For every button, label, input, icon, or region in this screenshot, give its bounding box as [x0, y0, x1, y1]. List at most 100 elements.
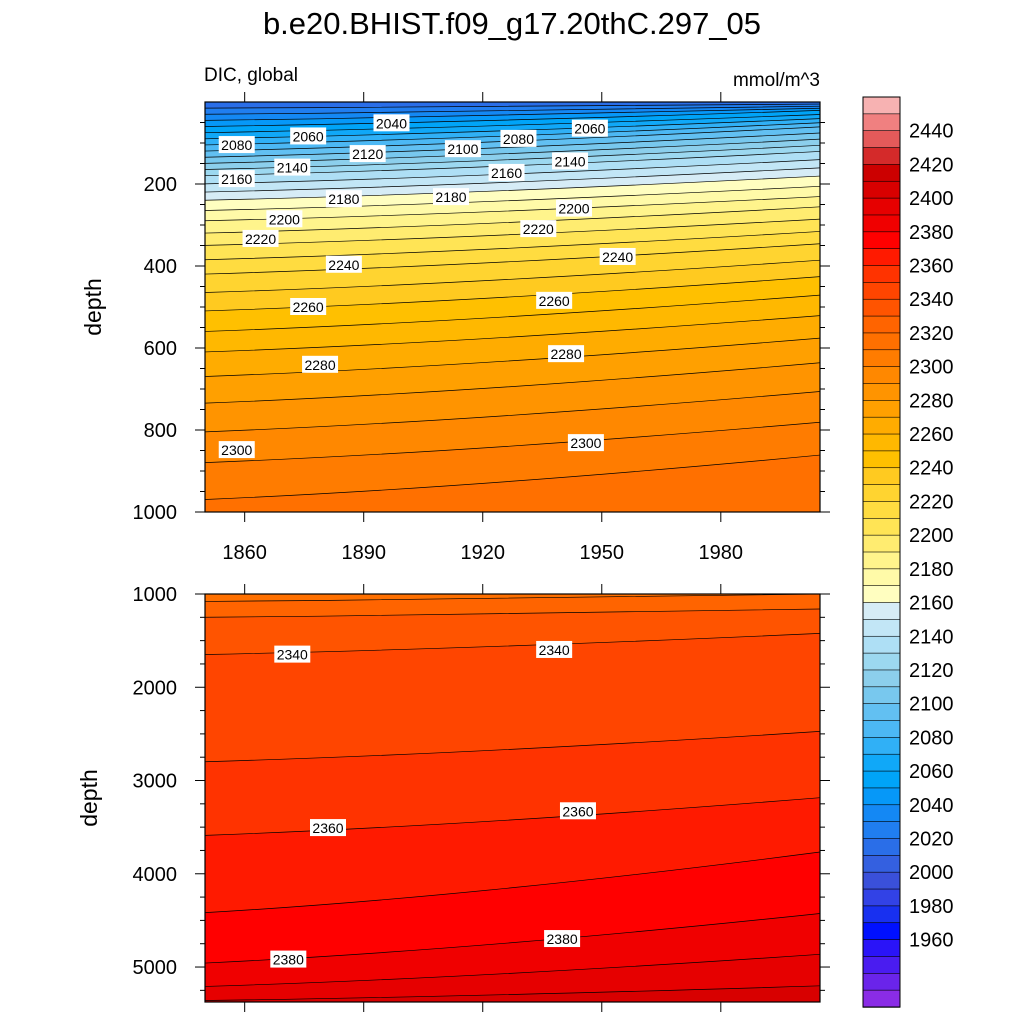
colorbar-tick-label: 2120	[909, 660, 954, 682]
contour-line	[205, 421, 820, 463]
contour-label: 2280	[304, 357, 335, 373]
contour-line	[205, 454, 820, 500]
contour-label: 2380	[273, 952, 304, 968]
contour-label-box	[270, 950, 307, 968]
colorbar-swatch	[862, 231, 901, 250]
contour-fill-area: 2340 2340 2360 2360 2380 2380	[205, 594, 820, 1002]
contour-line	[205, 337, 820, 377]
colorbar-swatch	[862, 888, 901, 907]
colorbar-tick-label: 2280	[909, 390, 954, 412]
colorbar-swatch	[862, 113, 901, 132]
contour-label: 2380	[547, 931, 578, 947]
colorbar-swatch	[862, 366, 901, 385]
colorbar-swatch	[862, 551, 901, 570]
contour-label-box	[302, 355, 339, 373]
colorbar-tick-label: 2040	[909, 795, 954, 817]
contour-label-box	[559, 802, 596, 820]
contour-band	[205, 455, 820, 512]
colorbar-swatch	[862, 703, 901, 722]
colorbar-swatch	[862, 652, 901, 671]
contour-label-box	[488, 163, 525, 181]
contour-line	[205, 797, 820, 836]
colorbar-swatch	[862, 400, 901, 418]
contour-label: 2160	[491, 165, 522, 181]
contour-label-box	[433, 188, 469, 206]
contour-label-box	[266, 210, 303, 228]
colorbar-swatch	[862, 164, 901, 182]
colorbar-swatch	[862, 147, 901, 166]
colorbar-tick-label: 2060	[909, 761, 954, 783]
contour-fill-area: 2040 2060 2060 2080 2080 2100 2120 2140 2140 2160…	[205, 102, 820, 512]
contour-label-box	[520, 220, 557, 238]
colorbar-swatch	[862, 349, 901, 368]
colorbar-swatch	[862, 585, 901, 604]
figure-title: b.e20.BHIST.f09_g17.20thC.297_05	[263, 6, 761, 41]
variable-subtitle: DIC, global	[204, 65, 298, 86]
colorbar-swatch	[862, 720, 901, 739]
x-tick-label: 1860	[222, 542, 267, 564]
y-tick-label: 600	[144, 338, 177, 360]
contour-line	[205, 175, 820, 201]
colorbar: 2440 2420 2400 2380 2360 2340 2320 2300 2280 2260…	[862, 96, 954, 1008]
colorbar-tick-label: 2420	[909, 154, 954, 176]
contour-label: 2140	[554, 153, 585, 169]
colorbar-swatch	[862, 265, 901, 284]
colorbar-swatch	[862, 484, 901, 503]
contour-label-box	[599, 247, 636, 265]
colorbar-swatch	[862, 96, 901, 115]
colorbar-swatch	[862, 248, 901, 267]
y-tick-label: 4000	[133, 864, 178, 886]
colorbar-swatch	[862, 416, 901, 435]
contour-label: 2200	[269, 211, 300, 227]
contour-label-box	[290, 298, 327, 315]
contour-label-box	[544, 930, 581, 948]
colorbar-swatch	[862, 669, 901, 688]
contour-line	[205, 243, 820, 275]
colorbar-swatch	[862, 686, 901, 705]
y-tick-label: 200	[144, 174, 177, 196]
x-tick-label: 1920	[460, 542, 505, 564]
colorbar-swatch	[862, 922, 901, 941]
colorbar-swatch	[862, 804, 901, 823]
colorbar-swatch	[862, 332, 901, 351]
colorbar-swatch	[862, 787, 901, 806]
contour-line	[205, 362, 820, 404]
contour-label: 2040	[376, 115, 407, 131]
colorbar-swatch	[862, 467, 901, 486]
contour-label-box	[567, 434, 604, 452]
colorbar-swatch	[862, 871, 901, 890]
contour-line	[205, 731, 820, 763]
colorbar-tick-label: 2140	[909, 626, 954, 648]
contour-label-box	[556, 199, 592, 217]
colorbar-tick-label: 2400	[909, 188, 954, 210]
contour-label-box	[274, 645, 311, 663]
colorbar-swatch	[862, 130, 901, 149]
units-subtitle: mmol/m^3	[733, 70, 820, 91]
contour-label: 2100	[447, 141, 478, 157]
colorbar-swatch	[862, 770, 901, 789]
contour-label-box	[325, 190, 362, 208]
y-tick-label: 2000	[133, 677, 178, 699]
contour-line	[205, 231, 820, 261]
colorbar-tick-label: 2440	[909, 121, 954, 143]
upper-depth-axis-label: depth	[80, 278, 106, 336]
colorbar-swatch	[862, 383, 901, 402]
colorbar-swatch	[862, 619, 901, 637]
contour-label: 2160	[221, 171, 252, 187]
contour-label: 2060	[574, 121, 605, 137]
x-tick-label: 1890	[341, 542, 386, 564]
contour-label-box	[290, 127, 327, 145]
contour-line	[205, 985, 820, 1001]
y-tick-label: 800	[144, 420, 177, 442]
colorbar-frame	[862, 96, 901, 1008]
contour-label: 2220	[245, 231, 276, 247]
contour-line	[205, 953, 820, 987]
colorbar-swatch	[862, 838, 901, 857]
upper-depth-panel: 2040 2060 2060 2080 2080 2100 2120 2140 2140 2160…	[133, 92, 830, 564]
contour-label: 2260	[293, 299, 324, 315]
colorbar-swatch	[862, 905, 901, 924]
contour-label: 2060	[293, 128, 324, 144]
colorbar-swatch	[862, 753, 901, 772]
colorbar-swatch	[862, 855, 901, 873]
